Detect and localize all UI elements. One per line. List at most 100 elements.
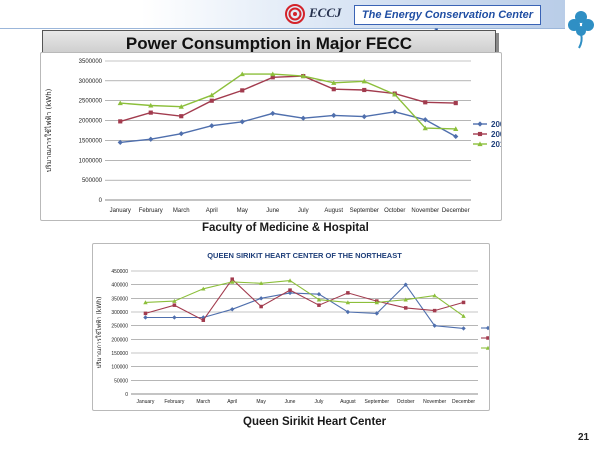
eccj-logo-icon xyxy=(285,4,305,24)
data-point-2009 xyxy=(432,308,437,313)
data-point-2009 xyxy=(201,318,206,322)
data-point-2010 xyxy=(331,80,337,85)
data-point-2010 xyxy=(239,71,245,77)
data-point-2009 xyxy=(259,304,263,309)
data-point-2010 xyxy=(432,293,437,298)
chart-panel-hospital: 0 500000 1000000 1500000 2000000 2500000 30000… xyxy=(40,52,502,221)
series-line-2010 xyxy=(145,280,464,317)
legend-marker-2009 xyxy=(486,336,489,340)
x-tick-label: August xyxy=(340,399,356,405)
y-tick-label: 1500000 xyxy=(79,138,103,144)
y-tick-label: 3500000 xyxy=(79,59,103,65)
header-divider xyxy=(0,28,565,29)
data-point-2008 xyxy=(143,315,148,320)
x-tick-label: February xyxy=(164,399,185,405)
data-point-2010 xyxy=(403,297,408,302)
x-tick-label: December xyxy=(452,399,475,405)
data-point-2009 xyxy=(453,101,458,106)
data-point-2010 xyxy=(172,298,177,303)
y-tick-label: 300000 xyxy=(111,310,128,316)
legend-marker-2008 xyxy=(477,121,483,127)
x-tick-label: January xyxy=(110,208,131,214)
data-point-2010 xyxy=(270,71,276,77)
data-point-2010 xyxy=(461,313,466,318)
data-point-2009 xyxy=(143,311,148,316)
x-tick-label: August xyxy=(324,208,343,214)
y-axis-label: ปริมาณการใช้ไฟฟ้า (kWh) xyxy=(44,88,53,172)
data-point-2010 xyxy=(258,281,264,286)
data-point-2008 xyxy=(148,136,154,142)
data-point-2008 xyxy=(392,109,398,115)
data-point-2008 xyxy=(270,110,276,117)
data-point-2010 xyxy=(316,297,322,302)
y-tick-label: 2500000 xyxy=(79,99,103,105)
data-point-2008 xyxy=(422,117,428,123)
y-tick-label: 500000 xyxy=(82,178,103,184)
data-point-2009 xyxy=(288,288,292,292)
data-point-2009 xyxy=(148,110,153,115)
data-point-2008 xyxy=(453,133,459,140)
data-point-2010 xyxy=(148,102,154,108)
series-line-2009 xyxy=(120,75,456,123)
data-point-2008 xyxy=(117,139,123,146)
x-tick-label: January xyxy=(137,399,155,405)
data-point-2008 xyxy=(178,131,184,137)
data-point-2009 xyxy=(403,306,408,310)
series-line-2010 xyxy=(120,73,456,130)
y-tick-label: 150000 xyxy=(111,351,128,357)
clover-icon xyxy=(568,11,594,49)
hospital-power-chart: 0 500000 1000000 1500000 2000000 2500000 30000… xyxy=(44,59,501,214)
data-point-2009 xyxy=(346,291,350,295)
data-point-2009 xyxy=(179,114,184,119)
data-point-2008 xyxy=(331,112,337,119)
data-point-2008 xyxy=(361,114,367,120)
x-tick-label: October xyxy=(397,399,415,405)
x-tick-label: September xyxy=(350,208,379,214)
y-tick-label: 350000 xyxy=(111,296,128,302)
data-point-2010 xyxy=(453,126,459,131)
x-tick-label: June xyxy=(285,399,296,405)
data-point-2009 xyxy=(240,88,245,93)
data-point-2009 xyxy=(362,87,367,93)
data-point-2010 xyxy=(361,78,367,84)
legend-marker-2009 xyxy=(477,131,483,137)
data-point-2010 xyxy=(300,73,306,79)
data-point-2010 xyxy=(143,300,148,305)
x-tick-label: May xyxy=(256,399,266,405)
x-tick-label: May xyxy=(237,208,248,214)
x-tick-label: March xyxy=(173,208,190,214)
data-point-2008 xyxy=(239,119,245,125)
data-point-2010 xyxy=(422,125,428,131)
x-tick-label: April xyxy=(206,208,218,214)
series-line-2009 xyxy=(145,278,464,321)
legend-marker-2008 xyxy=(485,325,489,331)
y-tick-label: 200000 xyxy=(111,337,128,343)
data-point-2009 xyxy=(270,75,275,80)
data-point-2008 xyxy=(316,292,322,297)
data-point-2010 xyxy=(392,91,398,97)
chart-caption-hospital: Faculty of Medicine & Hospital xyxy=(202,222,369,234)
data-point-2010 xyxy=(230,279,235,284)
series-line-2008 xyxy=(120,111,457,144)
data-point-2009 xyxy=(230,277,234,281)
data-point-2010 xyxy=(345,300,351,305)
x-tick-label: April xyxy=(227,399,237,405)
y-tick-label: 400000 xyxy=(111,283,128,289)
data-point-2008 xyxy=(461,326,466,331)
y-tick-label: 450000 xyxy=(111,269,128,275)
data-point-2010 xyxy=(287,278,293,283)
data-point-2008 xyxy=(403,282,408,287)
y-tick-label: 3000000 xyxy=(79,79,103,85)
data-point-2010 xyxy=(209,92,215,98)
data-point-2008 xyxy=(258,296,264,301)
data-point-2009 xyxy=(209,98,214,103)
legend-marker-2010 xyxy=(485,345,489,350)
x-tick-label: September xyxy=(365,399,390,405)
legend-label-2010: 2010 xyxy=(491,140,501,149)
x-tick-label: October xyxy=(384,208,405,214)
organization-name: The Energy Conservation Center Japan xyxy=(354,5,541,39)
x-tick-label: December xyxy=(442,208,470,214)
legend-marker-2010 xyxy=(477,141,483,147)
y-tick-label: 250000 xyxy=(111,324,128,330)
heart-center-power-chart: QUEEN SIRIKIT HEART CENTER OF THE NORTHE… xyxy=(95,251,489,405)
